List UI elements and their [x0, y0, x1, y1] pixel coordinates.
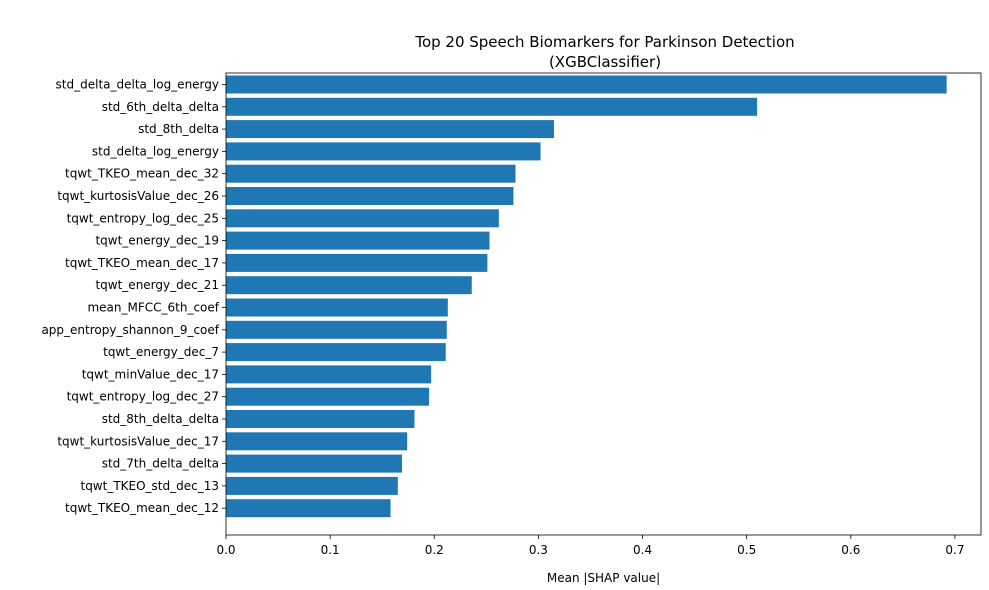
bar — [226, 120, 555, 139]
y-tick-label: std_8th_delta — [138, 122, 219, 136]
x-tick-label: 0.3 — [529, 543, 548, 557]
y-axis-ticks: std_delta_delta_log_energy std_6th_delta_… — [41, 78, 226, 515]
bar — [226, 97, 758, 116]
bars-group — [226, 75, 947, 518]
bar — [226, 187, 514, 205]
bar — [226, 387, 430, 406]
y-tick-label: std_6th_delta_delta — [102, 100, 219, 114]
x-tick-label: 0.2 — [425, 543, 444, 557]
y-tick-label: tqwt_minValue_dec_17 — [82, 367, 219, 381]
y-tick-label: tqwt_entropy_log_dec_25 — [67, 211, 219, 225]
y-tick-label: tqwt_TKEO_mean_dec_12 — [65, 501, 219, 515]
x-tick-label: 0.6 — [841, 543, 860, 557]
y-tick-label: tqwt_TKEO_mean_dec_32 — [65, 167, 219, 181]
x-axis-label: Mean |SHAP value| — [547, 571, 660, 585]
bar — [226, 476, 398, 495]
bar — [226, 253, 488, 272]
plot-frame — [225, 72, 982, 536]
bar — [226, 320, 447, 339]
bar — [226, 75, 947, 94]
y-tick-label: tqwt_kurtosisValue_dec_26 — [57, 189, 219, 203]
y-tick-label: tqwt_energy_dec_7 — [103, 345, 219, 359]
bar — [226, 499, 391, 518]
chart-subtitle: (XGBClassifier) — [549, 53, 661, 71]
bar — [226, 454, 402, 473]
bar — [226, 164, 516, 183]
x-axis-ticks: 0.0 0.1 0.2 0.3 0.4 0.5 0.6 0.7 — [216, 535, 965, 557]
bar — [226, 231, 490, 250]
bar — [226, 365, 432, 384]
bar — [226, 432, 408, 451]
bar — [226, 298, 448, 317]
y-tick-label: tqwt_entropy_log_dec_27 — [67, 390, 219, 404]
y-tick-label: tqwt_kurtosisValue_dec_17 — [57, 434, 219, 448]
y-tick-label: tqwt_TKEO_mean_dec_17 — [65, 256, 219, 270]
y-tick-label: app_entropy_shannon_9_coef — [41, 323, 219, 337]
x-tick-label: 0.4 — [633, 543, 652, 557]
x-tick-label: 0.7 — [945, 543, 964, 557]
y-tick-label: mean_MFCC_6th_coef — [87, 301, 219, 315]
y-tick-label: std_8th_delta_delta — [102, 412, 219, 426]
x-tick-label: 0.1 — [321, 543, 340, 557]
bar — [226, 343, 446, 362]
bar — [226, 410, 415, 428]
bar — [226, 142, 541, 161]
y-tick-label: std_delta_delta_log_energy — [56, 78, 219, 92]
x-tick-label: 0.0 — [216, 543, 235, 557]
x-tick-label: 0.5 — [737, 543, 756, 557]
bar — [226, 276, 472, 295]
y-tick-label: std_delta_log_energy — [92, 144, 219, 158]
y-tick-label: tqwt_energy_dec_19 — [95, 234, 219, 248]
bar — [226, 209, 499, 228]
y-tick-label: tqwt_energy_dec_21 — [95, 278, 219, 292]
y-tick-label: std_7th_delta_delta — [102, 457, 219, 471]
chart-title: Top 20 Speech Biomarkers for Parkinson D… — [414, 33, 794, 51]
y-tick-label: tqwt_TKEO_std_dec_13 — [80, 479, 219, 493]
